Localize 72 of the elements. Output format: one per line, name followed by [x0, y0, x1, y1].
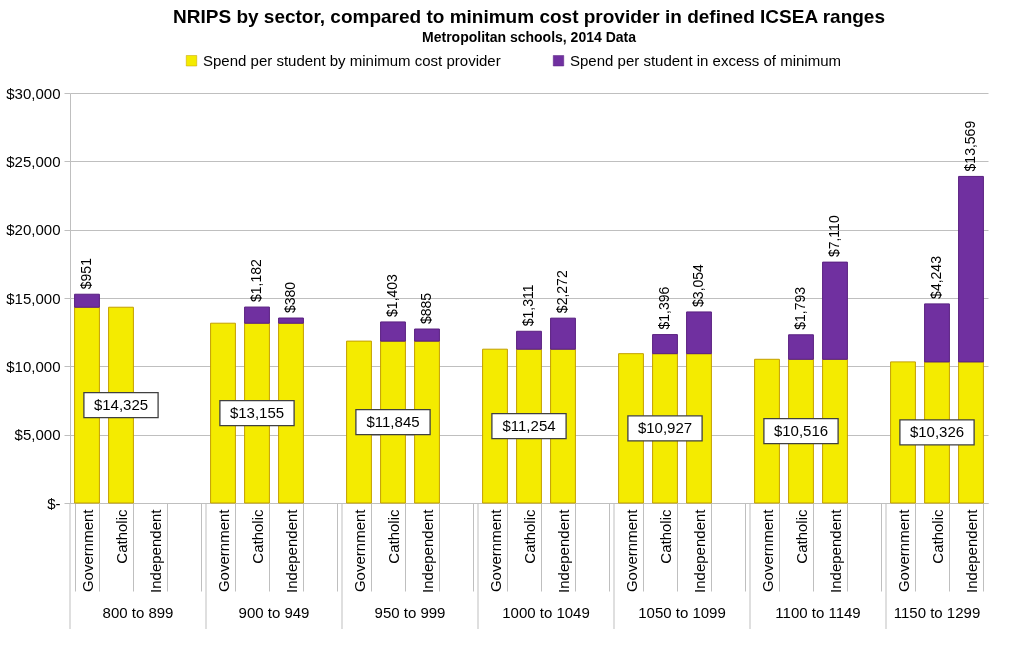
data-label: $13,155 [229, 404, 285, 422]
chart-title: NRIPS by sector, compared to minimum cost provider in defined ICSEA ranges [173, 6, 885, 27]
x-tick-label: Independent [962, 508, 980, 593]
bar [244, 306, 270, 324]
data-label: $1,311 [520, 284, 536, 327]
x-tick-label: Independent [418, 508, 436, 593]
bar [686, 311, 712, 355]
text: 900 to 949 [238, 604, 310, 621]
bar [958, 175, 984, 363]
data-label: $2,272 [554, 270, 570, 314]
data-label: $951 [78, 257, 94, 290]
data-label: $11,845 [366, 413, 420, 431]
data-label: $3,054 [690, 263, 706, 307]
data-label: $1,396 [656, 286, 672, 330]
bar [278, 317, 304, 324]
x-tick-label: Catholic [656, 509, 674, 564]
y-tick-label: $25,000 [6, 152, 61, 170]
x-tick-label: Independent [554, 508, 572, 593]
data-label: $11,254 [502, 417, 556, 435]
x-tick-label: Independent [826, 508, 844, 593]
data-label: $1,403 [384, 273, 400, 317]
bar [924, 303, 950, 363]
text: 950 to 999 [374, 604, 446, 621]
x-tick-label: Independent [282, 508, 300, 593]
legend-label: Spend per student by minimum cost provider [203, 51, 501, 69]
bar [652, 334, 678, 355]
y-tick-label: $10,000 [6, 357, 61, 375]
x-tick-label: Independent [146, 508, 164, 593]
x-tick-label: Government [486, 508, 504, 593]
data-label: $7,110 [826, 215, 842, 258]
y-tick-label: $- [47, 494, 61, 512]
bar [74, 293, 100, 308]
data-label: $13,569 [962, 120, 978, 172]
text: 800 to 899 [102, 604, 174, 621]
x-tick-label: Government [758, 508, 776, 593]
y-tick-label: $15,000 [6, 289, 61, 307]
bar [380, 321, 406, 342]
data-label: $1,182 [248, 259, 264, 303]
data-label: $4,243 [928, 255, 944, 299]
bar [550, 317, 576, 350]
x-tick-label: Government [350, 508, 368, 593]
x-tick-label: Government [622, 508, 640, 593]
bar [822, 261, 848, 360]
data-label: $380 [282, 281, 298, 314]
bar [516, 330, 542, 350]
bar [788, 334, 814, 360]
data-label: $14,325 [93, 396, 149, 414]
text: 1050 to 1099 [638, 604, 726, 621]
data-label: $10,516 [773, 422, 829, 440]
x-tick-label: Catholic [384, 509, 402, 564]
text: 1150 to 1299 [893, 604, 981, 621]
text: 1000 to 1049 [502, 604, 590, 621]
y-tick-label: $20,000 [6, 221, 61, 239]
text: 1100 to 1149 [775, 604, 861, 621]
x-tick-label: Catholic [112, 509, 130, 564]
x-tick-label: Catholic [928, 509, 946, 564]
x-tick-label: Government [214, 508, 232, 593]
x-tick-label: Catholic [248, 509, 266, 564]
data-label: $885 [418, 292, 434, 325]
legend-label: Spend per student in excess of minimum [570, 51, 841, 69]
data-label: $10,326 [909, 423, 965, 441]
x-tick-label: Catholic [792, 509, 810, 564]
chart-subtitle: Metropolitan schools, 2014 Data [422, 29, 637, 45]
x-tick-label: Government [894, 508, 912, 593]
x-tick-label: Government [78, 508, 96, 593]
bar [414, 328, 440, 342]
data-label: $10,927 [637, 419, 693, 437]
x-tick-label: Independent [690, 508, 708, 593]
x-tick-label: Catholic [520, 509, 538, 564]
y-tick-label: $30,000 [6, 84, 61, 102]
data-label: $1,793 [792, 286, 808, 330]
y-tick-label: $5,000 [14, 426, 61, 444]
